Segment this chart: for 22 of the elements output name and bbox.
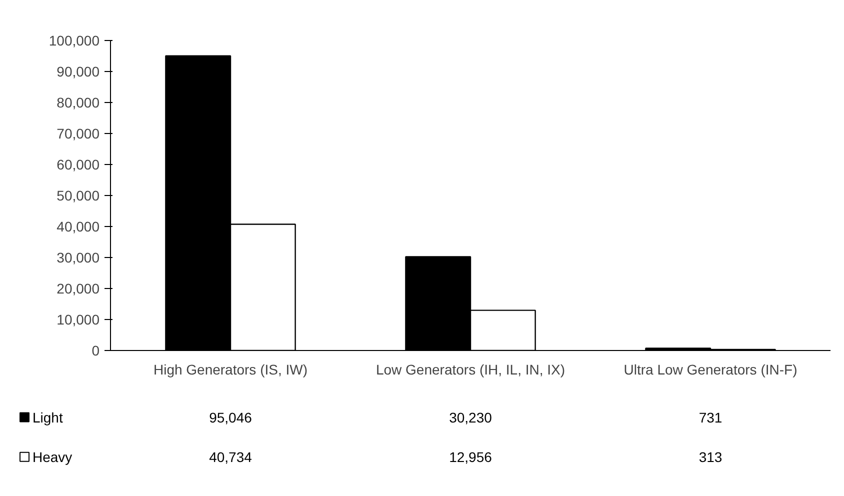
y-tick-label: 40,000	[56, 218, 100, 234]
data-label: 30,230	[449, 409, 492, 426]
y-tick-label: 30,000	[56, 250, 100, 266]
data-label: 95,046	[209, 409, 252, 426]
legend-label: Light	[32, 409, 63, 426]
data-label: 12,956	[449, 448, 492, 465]
legend-label: Heavy	[32, 448, 72, 465]
y-tick-label: 0	[92, 342, 100, 358]
y-tick-label: 20,000	[56, 280, 100, 296]
x-tick-label: Ultra Low Generators (IN-F)	[624, 362, 798, 378]
y-tick-label: 80,000	[56, 94, 100, 110]
y-tick-label: 70,000	[56, 126, 100, 142]
data-label: 313	[698, 448, 722, 465]
y-tick-label: 100,000	[48, 32, 100, 48]
y-tick-label: 60,000	[56, 156, 100, 172]
y-tick-label: 50,000	[56, 188, 100, 204]
data-label: 40,734	[209, 448, 252, 465]
x-tick-label: High Generators (IS, IW)	[153, 362, 308, 378]
y-tick-label: 10,000	[56, 312, 100, 328]
data-label: 731	[698, 409, 722, 426]
y-tick-label: 90,000	[56, 64, 100, 80]
x-tick-label: Low Generators (IH, IL, IN, IX)	[376, 362, 566, 378]
